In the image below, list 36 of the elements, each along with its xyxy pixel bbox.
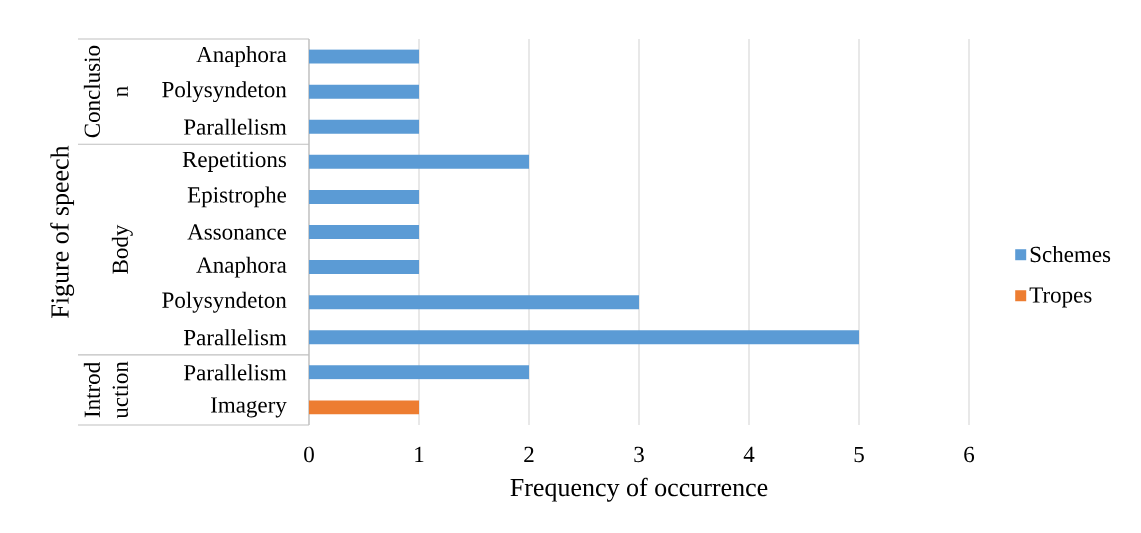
x-tick-label: 1 [415,446,424,463]
x-tick-label: 5 [854,446,864,463]
bar [309,225,419,240]
y-tick-label: Parallelism [183,329,287,346]
bar [309,189,419,204]
y-tick-label: Imagery [211,397,287,418]
bar [309,84,419,99]
bar [309,295,639,310]
y-tick-label: Anaphora [196,46,287,67]
bar [309,154,529,169]
y-tick-label: Anaphora [196,256,287,278]
x-tick-label: 4 [743,446,755,463]
text: Introduction [83,361,129,419]
x-tick-label: 0 [304,446,314,463]
legend-label: Schemes [1030,245,1111,263]
legend-label: Tropes [1029,287,1092,308]
text: Conclusion [83,45,128,138]
bar [309,330,859,345]
y-axis-title: Figure of speech [50,145,75,318]
bar [309,260,419,275]
y-tick-label: Parallelism [183,118,287,135]
x-tick-label: 2 [524,446,534,463]
text: Body [111,224,133,274]
bar [309,365,529,380]
y-tick-label: Parallelism [183,364,287,381]
y-tick-label: Repetitions [182,151,286,172]
y-tick-label: Assonance [187,224,286,240]
y-tick-label: Polysyndeton [162,291,287,313]
bar [309,400,419,415]
y-tick-label: Epistrophe [187,186,287,208]
bar [309,49,419,64]
x-tick-label: 6 [964,446,975,463]
x-axis-title: Frequency of occurrence [510,477,768,502]
x-tick-label: 3 [634,446,644,463]
bar [309,119,419,134]
y-tick-label: Polysyndeton [162,81,287,103]
